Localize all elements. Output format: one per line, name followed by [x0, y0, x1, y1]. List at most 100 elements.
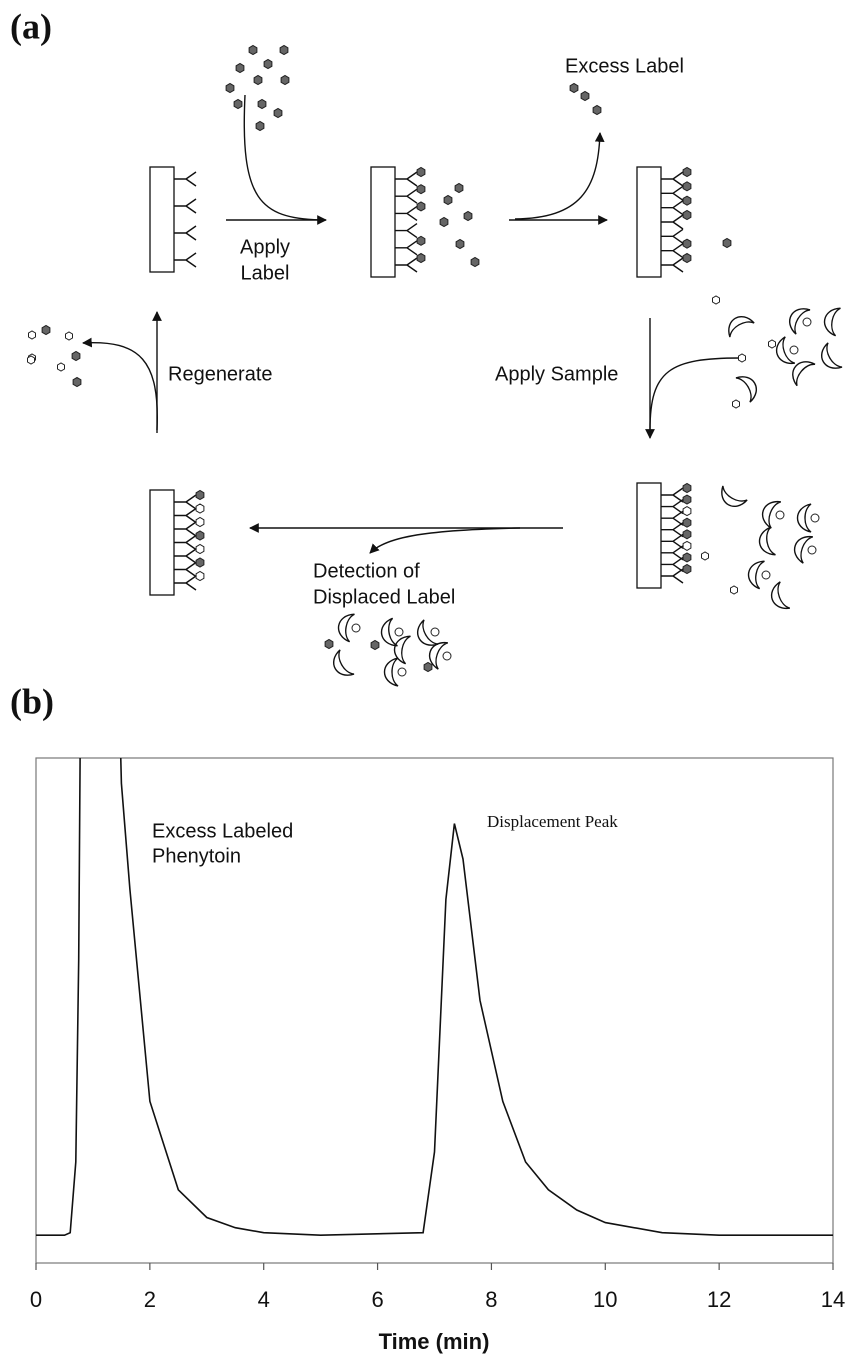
label-molecule: [258, 100, 266, 109]
label-molecule: [66, 332, 73, 340]
label-molecule: [196, 518, 204, 527]
label-molecule: [739, 354, 746, 362]
bound-label: [803, 318, 811, 326]
label-molecule: [769, 340, 776, 348]
label-molecule: [417, 254, 425, 263]
antibody: [395, 189, 417, 203]
label-molecule: [424, 663, 432, 672]
label-molecule: [196, 572, 204, 581]
label-molecule: [417, 168, 425, 177]
x-tick-label: 8: [485, 1287, 497, 1312]
antibody: [661, 258, 683, 272]
label-molecule: [713, 296, 720, 304]
label-molecule: [444, 196, 452, 205]
x-tick-label: 10: [593, 1287, 617, 1312]
bound-label: [431, 628, 439, 636]
label-molecule: [29, 331, 36, 339]
antibody: [174, 576, 196, 590]
label-molecule: [593, 106, 601, 115]
protein: [328, 650, 354, 681]
antibody: [174, 495, 196, 509]
label-molecule: [702, 552, 709, 560]
step-label: Detection of: [313, 560, 420, 582]
protein: [716, 486, 747, 512]
label-molecule: [264, 60, 272, 69]
label-molecule: [683, 239, 691, 248]
antibody: [661, 500, 683, 514]
protein: [798, 504, 812, 532]
label-molecule: [234, 100, 242, 109]
support: [637, 167, 661, 277]
label-molecule: [196, 558, 204, 567]
bound-label: [776, 511, 784, 519]
antibody: [174, 199, 196, 213]
label-molecule: [196, 531, 204, 540]
label-molecule: [723, 239, 731, 248]
panel-label: (a): [10, 6, 52, 46]
step-label: Excess Label: [565, 55, 684, 77]
antibody: [174, 563, 196, 577]
label-molecule: [570, 84, 578, 93]
antibody: [661, 511, 683, 525]
x-axis-label: Time (min): [379, 1329, 490, 1354]
antibody: [174, 536, 196, 550]
protein: [723, 311, 754, 337]
label-molecule: [73, 378, 81, 387]
protein: [385, 658, 399, 686]
antibody: [661, 186, 683, 200]
antibody: [174, 549, 196, 563]
antibody: [395, 172, 417, 186]
step-label: Label: [241, 262, 290, 284]
bound-label: [443, 652, 451, 660]
label-molecule: [683, 254, 691, 263]
label-molecule: [683, 484, 691, 493]
label-molecule: [417, 236, 425, 245]
label-molecule: [28, 356, 35, 364]
label-molecule: [733, 400, 740, 408]
label-molecule: [683, 518, 691, 527]
label-molecule: [42, 326, 50, 335]
antibody: [395, 241, 417, 255]
antibody: [661, 172, 683, 186]
annotation: Displacement Peak: [487, 812, 618, 831]
label-molecule: [683, 495, 691, 504]
label-molecule: [731, 586, 738, 594]
antibody: [395, 206, 417, 220]
signal-line: [36, 556, 833, 1235]
label-molecule: [683, 182, 691, 191]
label-molecule: [456, 240, 464, 249]
label-molecule: [280, 46, 288, 55]
step-label: Apply: [240, 236, 290, 258]
label-molecule: [683, 541, 691, 550]
antibody: [661, 523, 683, 537]
protein: [757, 527, 775, 557]
support: [371, 167, 395, 277]
bound-label: [811, 514, 819, 522]
antibody: [661, 201, 683, 215]
label-molecule: [72, 352, 80, 361]
label-molecule: [58, 363, 65, 371]
label-molecule: [683, 565, 691, 574]
antibody: [661, 488, 683, 502]
label-molecule: [683, 211, 691, 220]
label-molecule: [196, 504, 204, 513]
label-molecule: [455, 184, 463, 193]
bound-label: [790, 346, 798, 354]
x-tick-label: 6: [371, 1287, 383, 1312]
label-molecule: [581, 92, 589, 101]
antibody: [395, 258, 417, 272]
antibody: [661, 557, 683, 571]
label-molecule: [254, 76, 262, 85]
label-molecule: [249, 46, 257, 55]
protein: [787, 356, 815, 386]
step-label: Displaced Label: [313, 586, 455, 608]
label-molecule: [256, 122, 264, 131]
antibody: [174, 253, 196, 267]
annotation: Phenytoin: [152, 845, 241, 867]
annotation: Excess Labeled: [152, 820, 293, 842]
step-label: Regenerate: [168, 363, 273, 385]
antibody: [395, 224, 417, 238]
label-molecule: [683, 530, 691, 539]
antibody: [661, 569, 683, 583]
antibody: [661, 244, 683, 258]
